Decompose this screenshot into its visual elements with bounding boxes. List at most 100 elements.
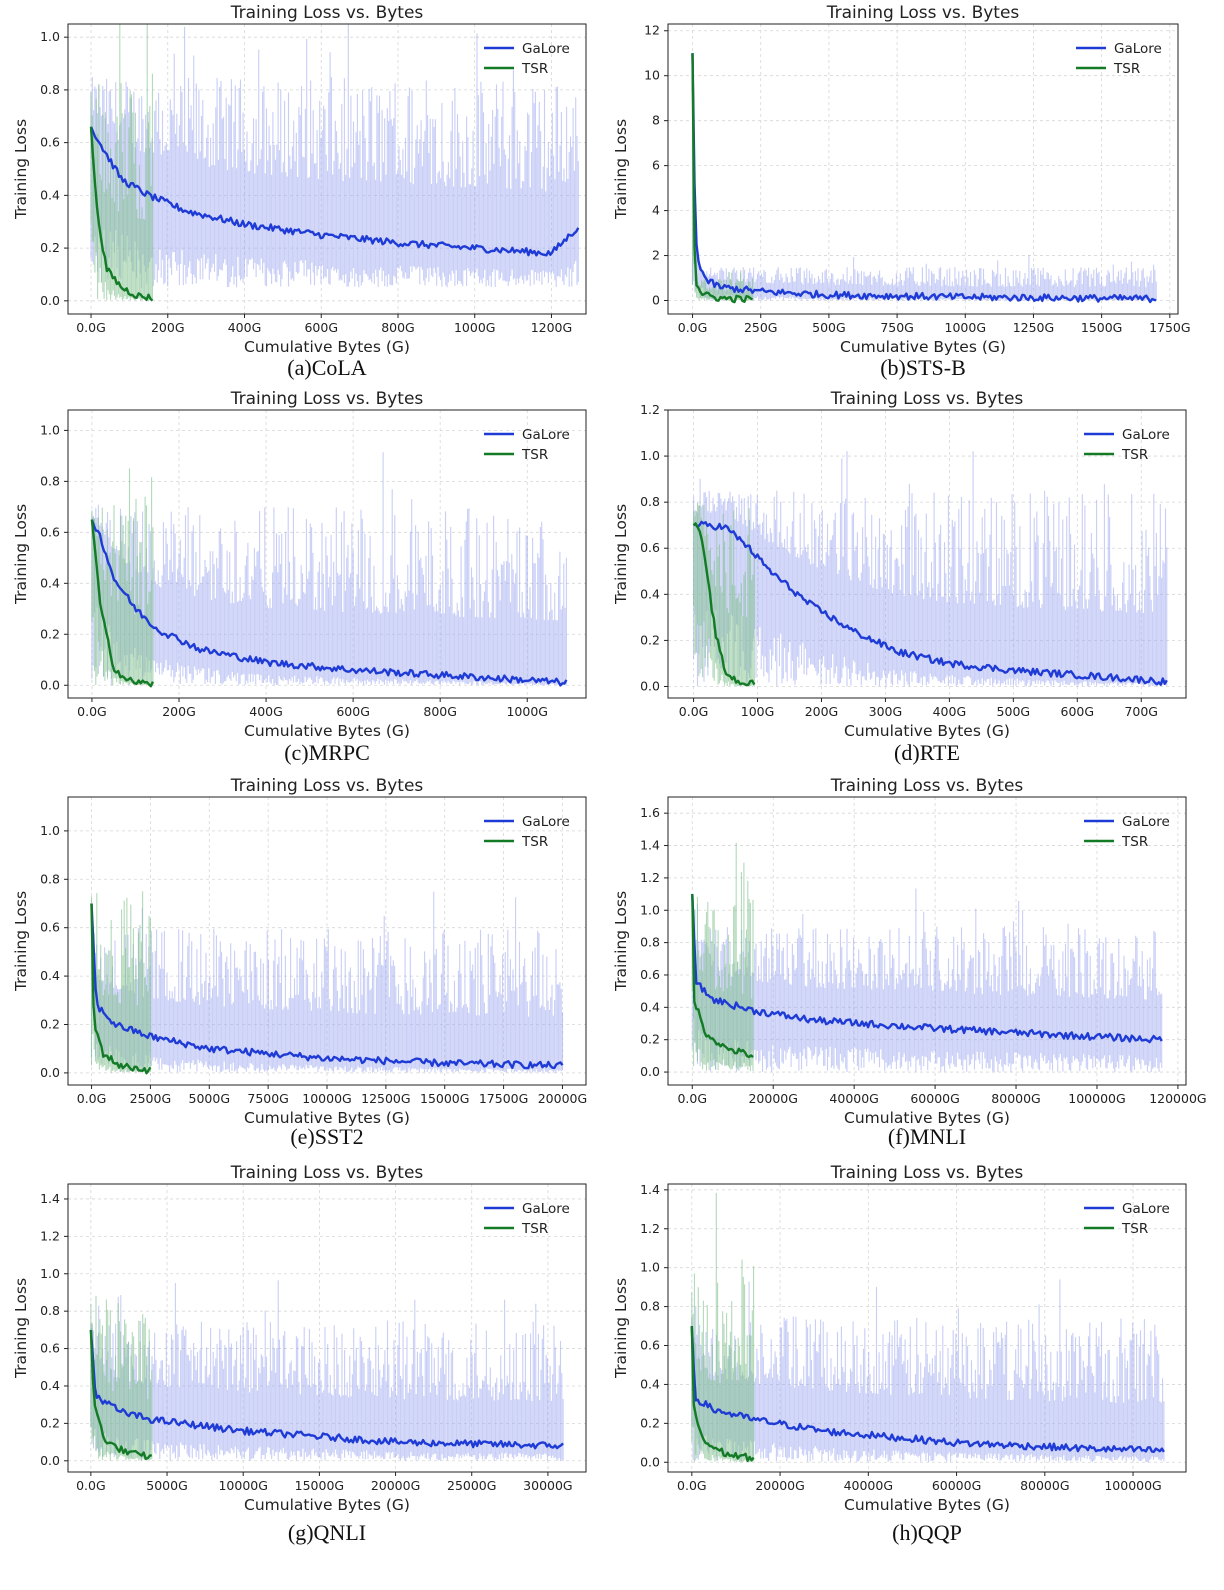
legend-label: TSR bbox=[521, 447, 548, 463]
y-tick-label: 0.2 bbox=[40, 626, 60, 641]
x-tick-label: 20000G bbox=[755, 1478, 804, 1493]
x-tick-label: 60000G bbox=[910, 1091, 959, 1106]
y-tick-label: 0.6 bbox=[640, 967, 660, 982]
legend-label: GaLore bbox=[1122, 1201, 1170, 1217]
x-tick-label: 30000G bbox=[523, 1478, 572, 1493]
tsr-series-line bbox=[690, 1326, 755, 1463]
chart-2: 0.0G 250G 500G 750G 1000G 1250G 1500G 1750G 0 2 4 6… bbox=[612, 3, 1191, 380]
legend: GaLore TSR bbox=[484, 1201, 570, 1237]
y-tick-label: 0.0 bbox=[40, 677, 60, 692]
x-tick-label: 0.0G bbox=[76, 1478, 106, 1493]
legend-label: GaLore bbox=[1114, 41, 1162, 57]
galore-series-line bbox=[691, 53, 1157, 304]
y-tick-label: 1.6 bbox=[640, 805, 660, 820]
y-tick-label: 0.4 bbox=[40, 575, 60, 590]
chart-3: 0.0G 200G 400G 600G 800G 1000G 0.0 0.2 0.4 0.6 0.8… bbox=[12, 389, 587, 765]
y-tick-label: 0.0 bbox=[40, 1065, 60, 1080]
x-tick-label: 20000G bbox=[538, 1091, 587, 1106]
y-tick-label: 0.4 bbox=[640, 586, 660, 601]
x-tick-label: 20000G bbox=[748, 1091, 797, 1106]
y-axis-label: Training Loss bbox=[12, 119, 30, 220]
x-tick-label: 0.0G bbox=[76, 320, 106, 335]
legend-label: TSR bbox=[1121, 1221, 1148, 1237]
x-tick-label: 1500G bbox=[1081, 320, 1123, 335]
x-tick-label: 800G bbox=[381, 320, 415, 335]
x-tick-label: 100000G bbox=[1104, 1478, 1161, 1493]
tsr-raw-band bbox=[90, 1295, 153, 1461]
x-tick-label: 400G bbox=[933, 704, 967, 719]
y-tick-label: 1.0 bbox=[40, 29, 60, 44]
y-tick-label: 0.4 bbox=[640, 1376, 660, 1391]
x-axis-label: Cumulative Bytes (G) bbox=[844, 1109, 1010, 1127]
y-tick-label: 6 bbox=[652, 158, 660, 173]
y-tick-label: 1.0 bbox=[640, 448, 660, 463]
x-tick-label: 1200G bbox=[531, 320, 573, 335]
subfigure-caption: (a)CoLA bbox=[287, 355, 367, 380]
chart-title: Training Loss vs. Bytes bbox=[826, 3, 1020, 23]
y-tick-label: 1.2 bbox=[640, 402, 660, 417]
galore-raw-band bbox=[693, 451, 1168, 687]
y-tick-label: 0.8 bbox=[640, 494, 660, 509]
legend: GaLore TSR bbox=[484, 41, 570, 77]
y-axis-label: Training Loss bbox=[612, 504, 630, 605]
subfigure-caption: (c)MRPC bbox=[284, 740, 370, 765]
legend-label: TSR bbox=[521, 1221, 548, 1237]
x-tick-label: 80000G bbox=[1020, 1478, 1069, 1493]
legend-label: GaLore bbox=[1122, 427, 1170, 443]
x-tick-label: 1000G bbox=[506, 704, 548, 719]
y-tick-label: 8 bbox=[652, 113, 660, 128]
legend: GaLore TSR bbox=[484, 814, 570, 850]
y-tick-label: 0.0 bbox=[640, 678, 660, 693]
legend-label: GaLore bbox=[522, 427, 570, 443]
legend: GaLore TSR bbox=[1084, 1201, 1170, 1237]
galore-series-line bbox=[693, 520, 1168, 686]
tsr-series-line bbox=[691, 894, 754, 1059]
x-tick-label: 15000G bbox=[295, 1478, 344, 1493]
x-tick-label: 1000G bbox=[454, 320, 496, 335]
y-tick-label: 4 bbox=[652, 203, 660, 218]
x-tick-label: 600G bbox=[336, 704, 370, 719]
y-tick-label: 0.6 bbox=[640, 1338, 660, 1353]
chart-title: Training Loss vs. Bytes bbox=[230, 3, 424, 23]
y-tick-label: 0.0 bbox=[640, 1064, 660, 1079]
x-tick-label: 200G bbox=[162, 704, 196, 719]
legend-label: TSR bbox=[521, 834, 548, 850]
y-tick-label: 0.6 bbox=[40, 1341, 60, 1356]
plot-frame bbox=[667, 409, 1187, 699]
y-tick-label: 0.6 bbox=[40, 135, 60, 150]
chart-8: 0.0G 20000G 40000G 60000G 80000G 100000G 0.0 0.… bbox=[612, 1163, 1187, 1545]
x-axis-label: Cumulative Bytes (G) bbox=[244, 338, 410, 356]
y-tick-label: 0.4 bbox=[40, 187, 60, 202]
x-tick-label: 600G bbox=[1061, 704, 1095, 719]
x-tick-label: 0.0G bbox=[677, 1478, 707, 1493]
y-axis-label: Training Loss bbox=[612, 891, 630, 992]
legend: GaLore TSR bbox=[1076, 41, 1162, 77]
tsr-series-line bbox=[89, 126, 154, 302]
legend-label: TSR bbox=[1121, 447, 1148, 463]
y-axis-label: Training Loss bbox=[612, 1278, 630, 1379]
legend: GaLore TSR bbox=[1084, 427, 1170, 463]
legend-label: GaLore bbox=[522, 1201, 570, 1217]
y-tick-label: 0.2 bbox=[640, 1032, 660, 1047]
x-tick-label: 17500G bbox=[479, 1091, 528, 1106]
tsr-raw-band bbox=[691, 1193, 755, 1463]
y-tick-label: 0.2 bbox=[640, 1415, 660, 1430]
chart-5: 0.0G 2500G 5000G 7500G 10000G 12500G 15000G 175… bbox=[12, 776, 587, 1149]
y-tick-label: 0.2 bbox=[40, 1415, 60, 1430]
y-tick-label: 0 bbox=[652, 293, 660, 308]
chart-title: Training Loss vs. Bytes bbox=[830, 1163, 1024, 1183]
y-tick-label: 0.8 bbox=[40, 82, 60, 97]
x-tick-label: 200G bbox=[151, 320, 185, 335]
tsr-series-line bbox=[89, 1329, 152, 1461]
x-tick-label: 750G bbox=[880, 320, 914, 335]
plot-frame bbox=[67, 1183, 587, 1473]
x-tick-label: 0.0G bbox=[77, 1091, 107, 1106]
chart-title: Training Loss vs. Bytes bbox=[830, 389, 1024, 409]
y-tick-label: 0.0 bbox=[40, 293, 60, 308]
tsr-series-line bbox=[691, 53, 754, 304]
chart-title: Training Loss vs. Bytes bbox=[230, 776, 424, 796]
x-tick-label: 250G bbox=[744, 320, 778, 335]
x-tick-label: 40000G bbox=[829, 1091, 878, 1106]
y-axis-label: Training Loss bbox=[12, 891, 30, 992]
y-tick-label: 0.0 bbox=[40, 1453, 60, 1468]
